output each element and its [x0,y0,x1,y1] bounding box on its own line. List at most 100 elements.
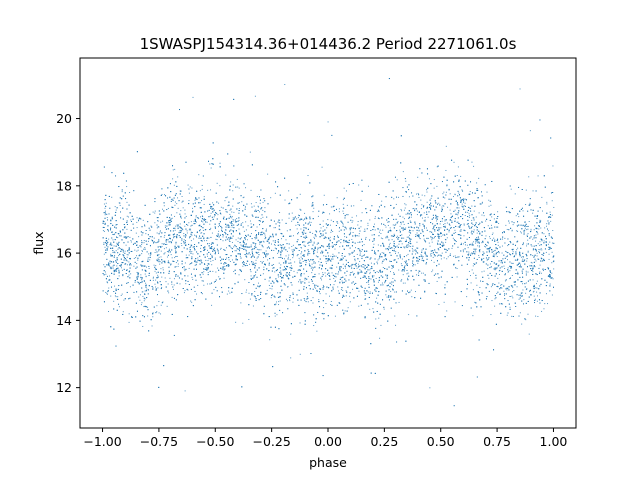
data-point [526,245,528,247]
data-point [449,224,451,226]
data-point [504,280,506,282]
data-point [412,230,414,232]
data-point [466,244,468,246]
data-point [549,211,551,213]
data-point [497,211,499,213]
data-point [501,287,503,289]
data-point [108,287,110,289]
data-point [292,219,294,221]
data-point [550,220,552,222]
data-point [200,237,202,239]
data-point [235,250,237,252]
data-point [146,288,148,290]
data-point [308,244,310,246]
data-point [519,253,521,255]
data-point [481,214,483,216]
data-point [300,262,302,264]
data-point [200,232,202,234]
data-point [405,239,407,241]
data-point [325,262,327,264]
data-point [472,289,474,291]
data-point [527,250,529,252]
data-point [409,234,411,236]
data-point [207,260,209,262]
data-point [357,224,359,226]
data-point [322,234,324,236]
data-point [120,294,122,296]
data-point [381,284,383,286]
data-point [532,255,534,257]
data-point [533,255,535,257]
data-point [119,204,121,206]
data-point [150,225,152,227]
data-point [245,187,247,189]
data-point [188,222,190,224]
data-point [318,299,320,301]
data-point [180,210,182,212]
data-point [409,240,411,242]
data-point [223,234,225,236]
data-point [334,244,336,246]
data-point [473,229,475,231]
data-point [332,253,334,255]
data-point [417,262,419,264]
data-point [356,267,358,269]
data-point [249,263,251,265]
data-point [357,263,359,265]
data-point [172,169,174,171]
data-point [333,238,335,240]
data-point [163,236,165,238]
data-point [369,269,371,271]
data-point [322,225,324,227]
data-point [348,253,350,255]
data-point [378,231,380,233]
data-point [349,272,351,274]
data-point [187,289,189,291]
data-point [497,241,499,243]
data-point [532,267,534,269]
data-point [482,241,484,243]
data-point [487,284,489,286]
data-point [161,245,163,247]
data-point [387,221,389,223]
data-point [106,293,108,295]
data-point [544,303,546,305]
data-point [343,187,345,189]
data-point [175,252,177,254]
data-point [240,244,242,246]
data-point [372,308,374,310]
data-point [183,268,185,270]
data-point [299,322,301,324]
data-point [266,289,268,291]
data-point [303,273,305,275]
data-point [229,261,231,263]
data-point [520,295,522,297]
data-point [149,253,151,255]
data-point [549,271,551,273]
data-point [391,267,393,269]
data-point [174,257,176,259]
data-point [398,243,400,245]
data-point [301,247,303,249]
data-point [202,229,204,231]
data-point [539,244,541,246]
data-point [395,324,397,326]
data-point [111,196,113,198]
data-point [145,285,147,287]
data-point [538,249,540,251]
data-point [109,275,111,277]
data-point [133,265,135,267]
data-point [290,333,292,335]
data-point [490,286,492,288]
data-point [191,276,193,278]
data-point [168,292,170,294]
data-point [369,273,371,275]
data-point [448,189,450,191]
data-point [245,249,247,251]
data-point [117,248,119,250]
data-point [536,295,538,297]
data-point [497,226,499,228]
data-point [127,254,129,256]
data-point [126,237,128,239]
data-point [422,272,424,274]
